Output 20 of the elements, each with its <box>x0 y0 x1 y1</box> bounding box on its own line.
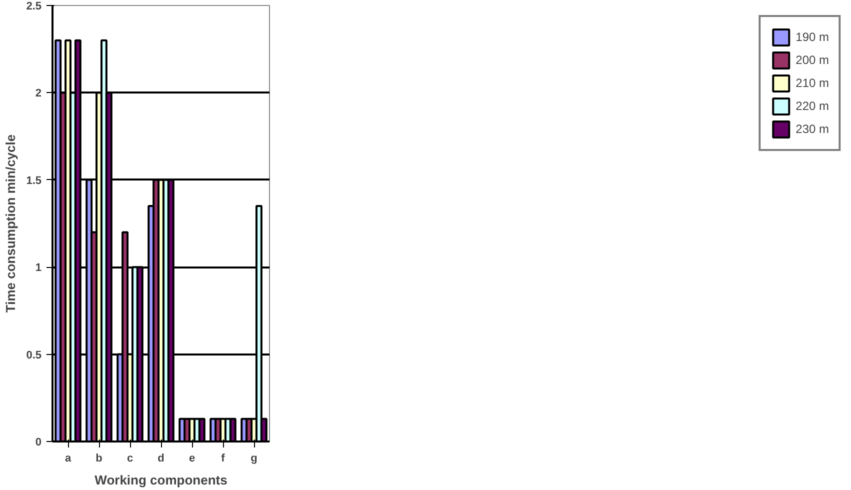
y-axis-title: Time consumption min/cycle <box>3 134 18 313</box>
y-tick-label: 2 <box>35 88 42 100</box>
x-tick-label: g <box>250 452 258 464</box>
y-tick-label: 0 <box>35 436 42 448</box>
x-tick-label: c <box>126 452 134 464</box>
legend-label: 210 m <box>796 76 829 90</box>
x-tick-label: d <box>158 452 164 464</box>
legend-label: 230 m <box>796 122 829 136</box>
x-axis-title: Working components <box>94 472 228 488</box>
y-tick-label: 0.5 <box>26 349 42 362</box>
x-tick-label: f <box>221 452 226 464</box>
x-tick-label: a <box>64 452 72 464</box>
x-tick-label: e <box>188 452 196 464</box>
legend-label: 200 m <box>796 53 829 67</box>
x-tick-label: b <box>96 452 103 464</box>
y-tick-label: 1 <box>35 262 42 274</box>
y-tick-label: 1.5 <box>26 174 42 187</box>
legend-label: 190 m <box>796 30 829 44</box>
legend-label: 220 m <box>796 99 829 113</box>
y-tick-label: 2.5 <box>26 0 42 12</box>
